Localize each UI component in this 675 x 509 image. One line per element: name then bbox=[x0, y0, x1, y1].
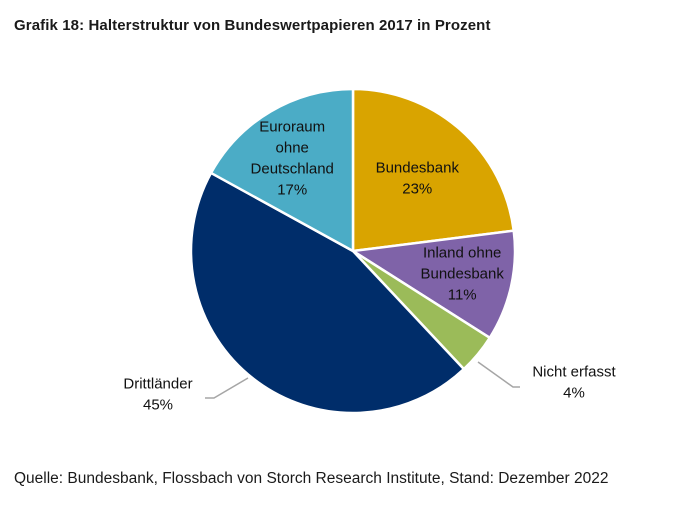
slice-value-label: 17% bbox=[277, 181, 307, 198]
slice-name-label: Inland ohne bbox=[423, 245, 501, 262]
slice-name-label: Drittländer bbox=[123, 376, 192, 393]
pie-slices bbox=[189, 87, 517, 415]
slice-name-label: ohne bbox=[276, 139, 309, 156]
slice-label-drittlaender: Drittländer 45% bbox=[123, 376, 192, 414]
slice-name-label: Euroraum bbox=[259, 118, 325, 135]
leader-lines bbox=[205, 361, 520, 399]
slice-drittlaender bbox=[189, 171, 466, 415]
slice-label-euroraum-ohne-deutschland: Euroraum ohne Deutschland 17% bbox=[251, 118, 334, 198]
slice-value-label: 23% bbox=[402, 181, 432, 198]
slice-inland-ohne-bundesbank bbox=[351, 229, 517, 340]
slice-name-label: Bundesbank bbox=[420, 266, 504, 283]
source-note: Quelle: Bundesbank, Flossbach von Storch… bbox=[14, 470, 609, 487]
slice-euroraum-ohne-deutschland bbox=[209, 87, 355, 253]
slice-value-label: 45% bbox=[143, 397, 173, 414]
slice-value-label: 11% bbox=[448, 287, 477, 304]
slice-labels: Bundesbank 23% Inland ohne Bundesbank 11% Nic… bbox=[123, 118, 616, 413]
slice-name-label: Deutschland bbox=[251, 160, 334, 177]
leader-line-nicht-erfasst bbox=[477, 361, 520, 388]
slice-label-nicht-erfasst: Nicht erfasst 4% bbox=[532, 364, 616, 402]
slice-name-label: Bundesbank bbox=[376, 160, 460, 177]
slice-name-label: Nicht erfasst bbox=[532, 364, 616, 381]
chart-title: Grafik 18: Halterstruktur von Bundeswert… bbox=[14, 17, 491, 34]
slice-bundesbank bbox=[351, 87, 515, 253]
slice-label-bundesbank: Bundesbank 23% bbox=[376, 160, 460, 198]
slice-label-inland-ohne-bundesbank: Inland ohne Bundesbank 11% bbox=[420, 245, 504, 304]
leader-line-drittlaender bbox=[205, 377, 249, 399]
slice-value-label: 4% bbox=[563, 385, 585, 402]
